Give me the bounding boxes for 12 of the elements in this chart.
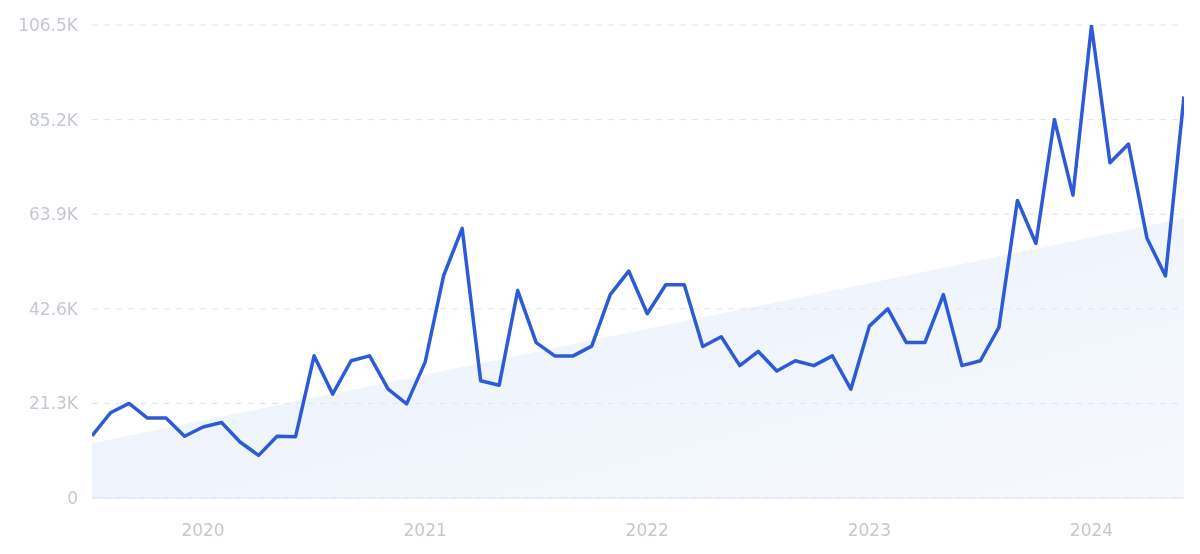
- x-tick-label: 2021: [403, 520, 447, 541]
- y-tick-label: 21.3K: [29, 393, 79, 414]
- x-tick-label: 2023: [847, 520, 891, 541]
- y-tick-label: 85.2K: [29, 109, 79, 130]
- x-tick-label: 2022: [625, 520, 669, 541]
- y-tick-label: 42.6K: [29, 298, 79, 319]
- y-tick-label: 63.9K: [29, 204, 79, 225]
- x-tick-label: 2020: [181, 520, 225, 541]
- y-tick-label: 0: [67, 488, 78, 509]
- y-tick-label: 106.5K: [18, 15, 79, 36]
- line-series: [92, 25, 1184, 458]
- x-tick-label: 2024: [1069, 520, 1114, 541]
